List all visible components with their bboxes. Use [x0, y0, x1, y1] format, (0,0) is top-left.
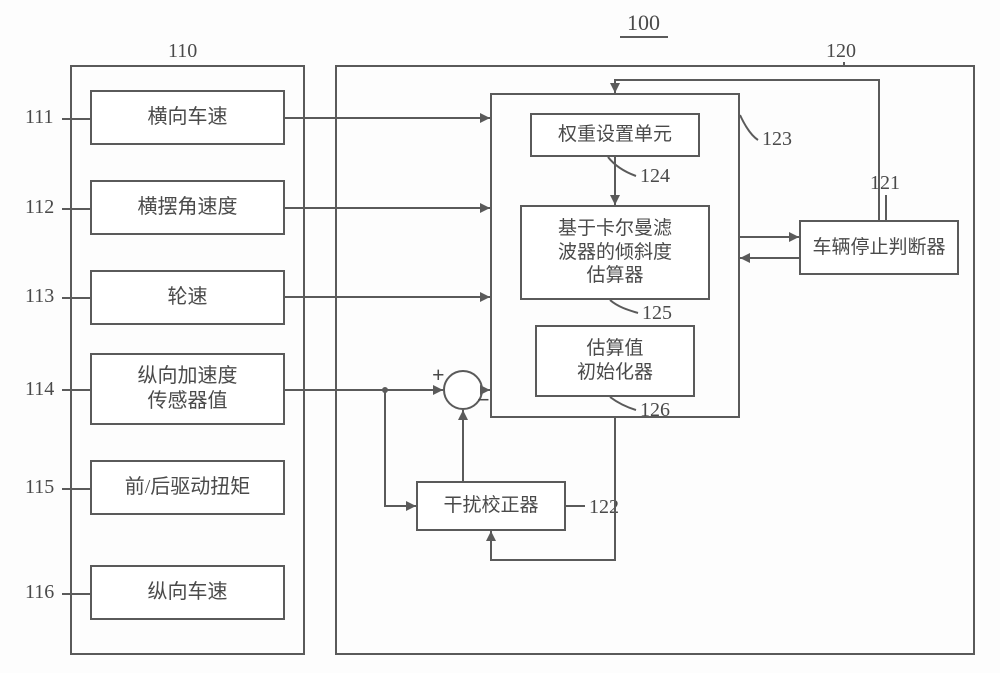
diagram-canvas: 100 110 120 横向车速 横摆角速度 轮速 纵向加速度 传感器值 前/后…	[0, 0, 1000, 673]
ref-system-underline	[620, 36, 668, 38]
weight-unit: 权重设置单元	[530, 113, 700, 157]
leader-115	[62, 488, 90, 490]
ref-input6: 116	[25, 581, 54, 604]
input-lateral-speed: 横向车速	[90, 90, 285, 145]
ref-system: 100	[627, 10, 660, 36]
sum-minus: −	[477, 387, 490, 413]
input-wheel-speed: 轮速	[90, 270, 285, 325]
ref-kalman: 125	[642, 302, 672, 325]
ref-inner-group: 123	[762, 128, 792, 151]
initializer: 估算值 初始化器	[535, 325, 695, 397]
corrector: 干扰校正器	[416, 481, 566, 531]
leader-111	[62, 118, 90, 120]
kalman-estimator: 基于卡尔曼滤 波器的倾斜度 估算器	[520, 205, 710, 300]
ref-initializer: 126	[640, 399, 670, 422]
input-longitudinal-speed: 纵向车速	[90, 565, 285, 620]
ref-processor-container: 120	[826, 40, 856, 63]
leader-116	[62, 593, 90, 595]
ref-input2: 112	[25, 196, 54, 219]
input-drive-torque: 前/后驱动扭矩	[90, 460, 285, 515]
ref-input3: 113	[25, 285, 54, 308]
ref-input5: 115	[25, 476, 54, 499]
stop-judge: 车辆停止判断器	[799, 220, 959, 275]
input-yaw-rate: 横摆角速度	[90, 180, 285, 235]
ref-inputs-container: 110	[168, 40, 197, 63]
leader-113	[62, 297, 90, 299]
leader-112	[62, 208, 90, 210]
ref-stop-judge: 121	[870, 172, 900, 195]
ref-input1: 111	[25, 106, 54, 129]
sum-plus: +	[432, 362, 445, 388]
ref-corrector: 122	[589, 496, 619, 519]
ref-weight-unit: 124	[640, 165, 670, 188]
input-longitudinal-accel: 纵向加速度 传感器值	[90, 353, 285, 425]
ref-input4: 114	[25, 378, 54, 401]
leader-114	[62, 389, 90, 391]
